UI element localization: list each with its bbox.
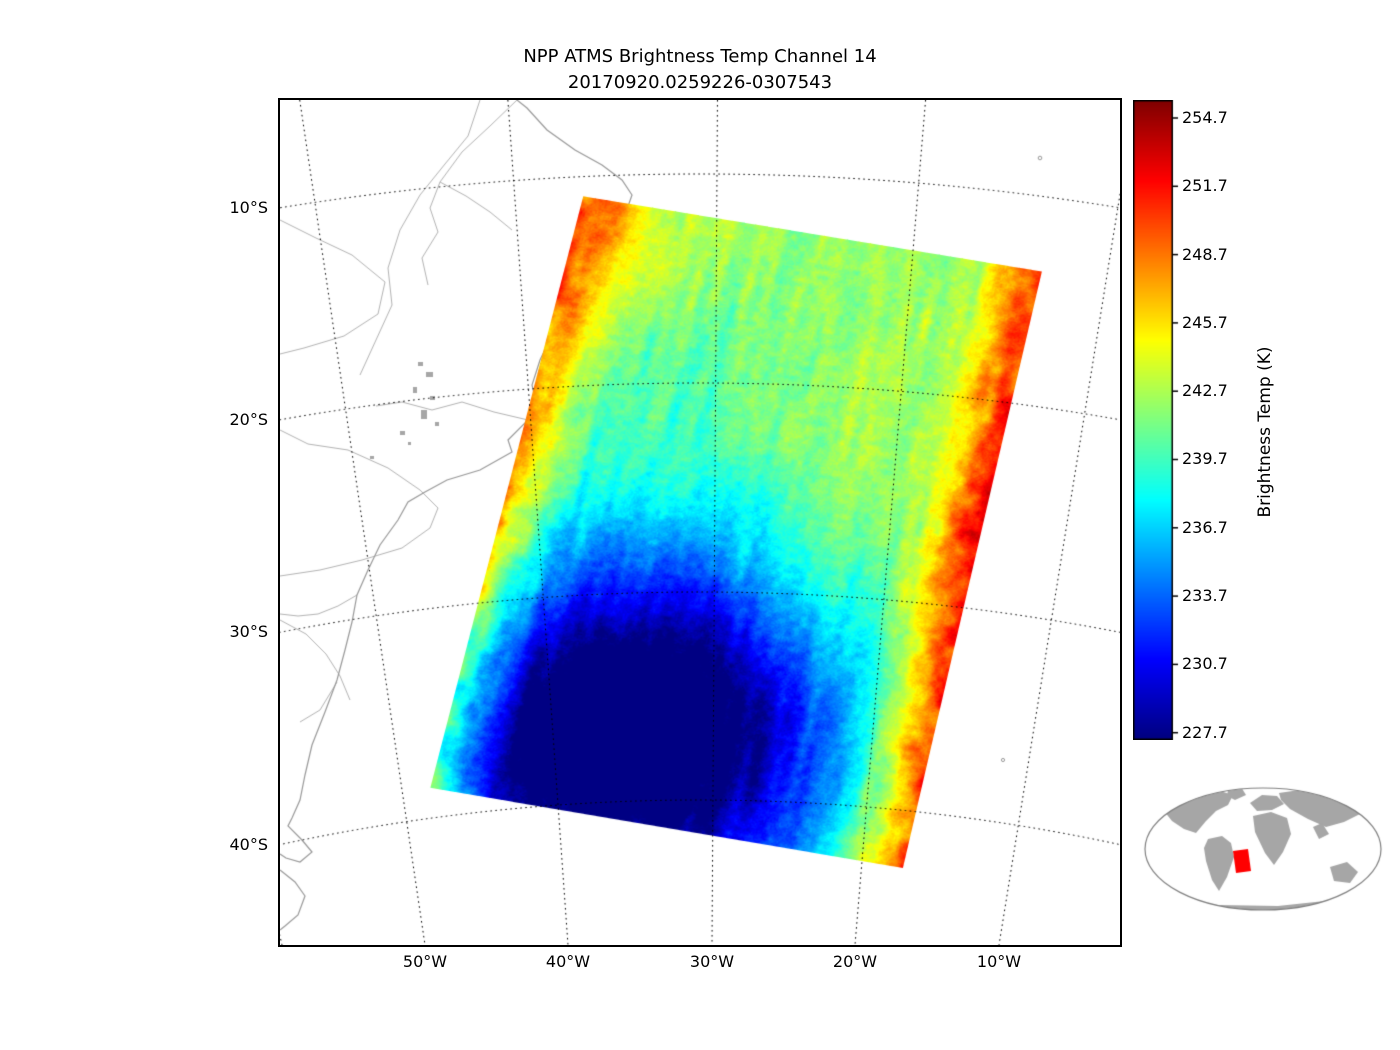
colorbar-tick-label-1: 251.7 <box>1182 176 1228 195</box>
colorbar-tick-label-7: 233.7 <box>1182 586 1228 605</box>
colorbar-tick-label-5: 239.7 <box>1182 449 1228 468</box>
lat-tick-label-20s: 20°S <box>229 410 268 429</box>
colorbar-axis-label: Brightness Temp (K) <box>1255 346 1275 518</box>
lat-tick-label-40s: 40°S <box>229 835 268 854</box>
colorbar-tick-label-8: 230.7 <box>1182 654 1228 673</box>
lat-tick-label-10s: 10°S <box>229 198 268 217</box>
colorbar-tick-label-3: 245.7 <box>1182 313 1228 332</box>
locator-map-canvas <box>1138 783 1388 918</box>
lat-tick-label-30s: 30°S <box>229 622 268 641</box>
plot-title: NPP ATMS Brightness Temp Channel 14 <box>523 46 877 67</box>
swath-map-canvas <box>280 100 1120 945</box>
lon-tick-label-30w: 30°W <box>689 952 735 971</box>
colorbar-tick-label-2: 248.7 <box>1182 245 1228 264</box>
lon-tick-label-20w: 20°W <box>832 952 878 971</box>
plot-subtitle: 20170920.0259226-0307543 <box>567 72 833 93</box>
lon-tick-label-10w: 10°W <box>976 952 1022 971</box>
colorbar-tick-label-6: 236.7 <box>1182 518 1228 537</box>
map-axes-frame <box>278 98 1122 947</box>
colorbar-tick-label-4: 242.7 <box>1182 381 1228 400</box>
colorbar-tick-label-9: 227.7 <box>1182 723 1228 742</box>
lon-tick-label-40w: 40°W <box>545 952 591 971</box>
colorbar-tick-label-0: 254.7 <box>1182 108 1228 127</box>
colorbar-canvas <box>1133 100 1179 740</box>
lon-tick-label-50w: 50°W <box>402 952 448 971</box>
